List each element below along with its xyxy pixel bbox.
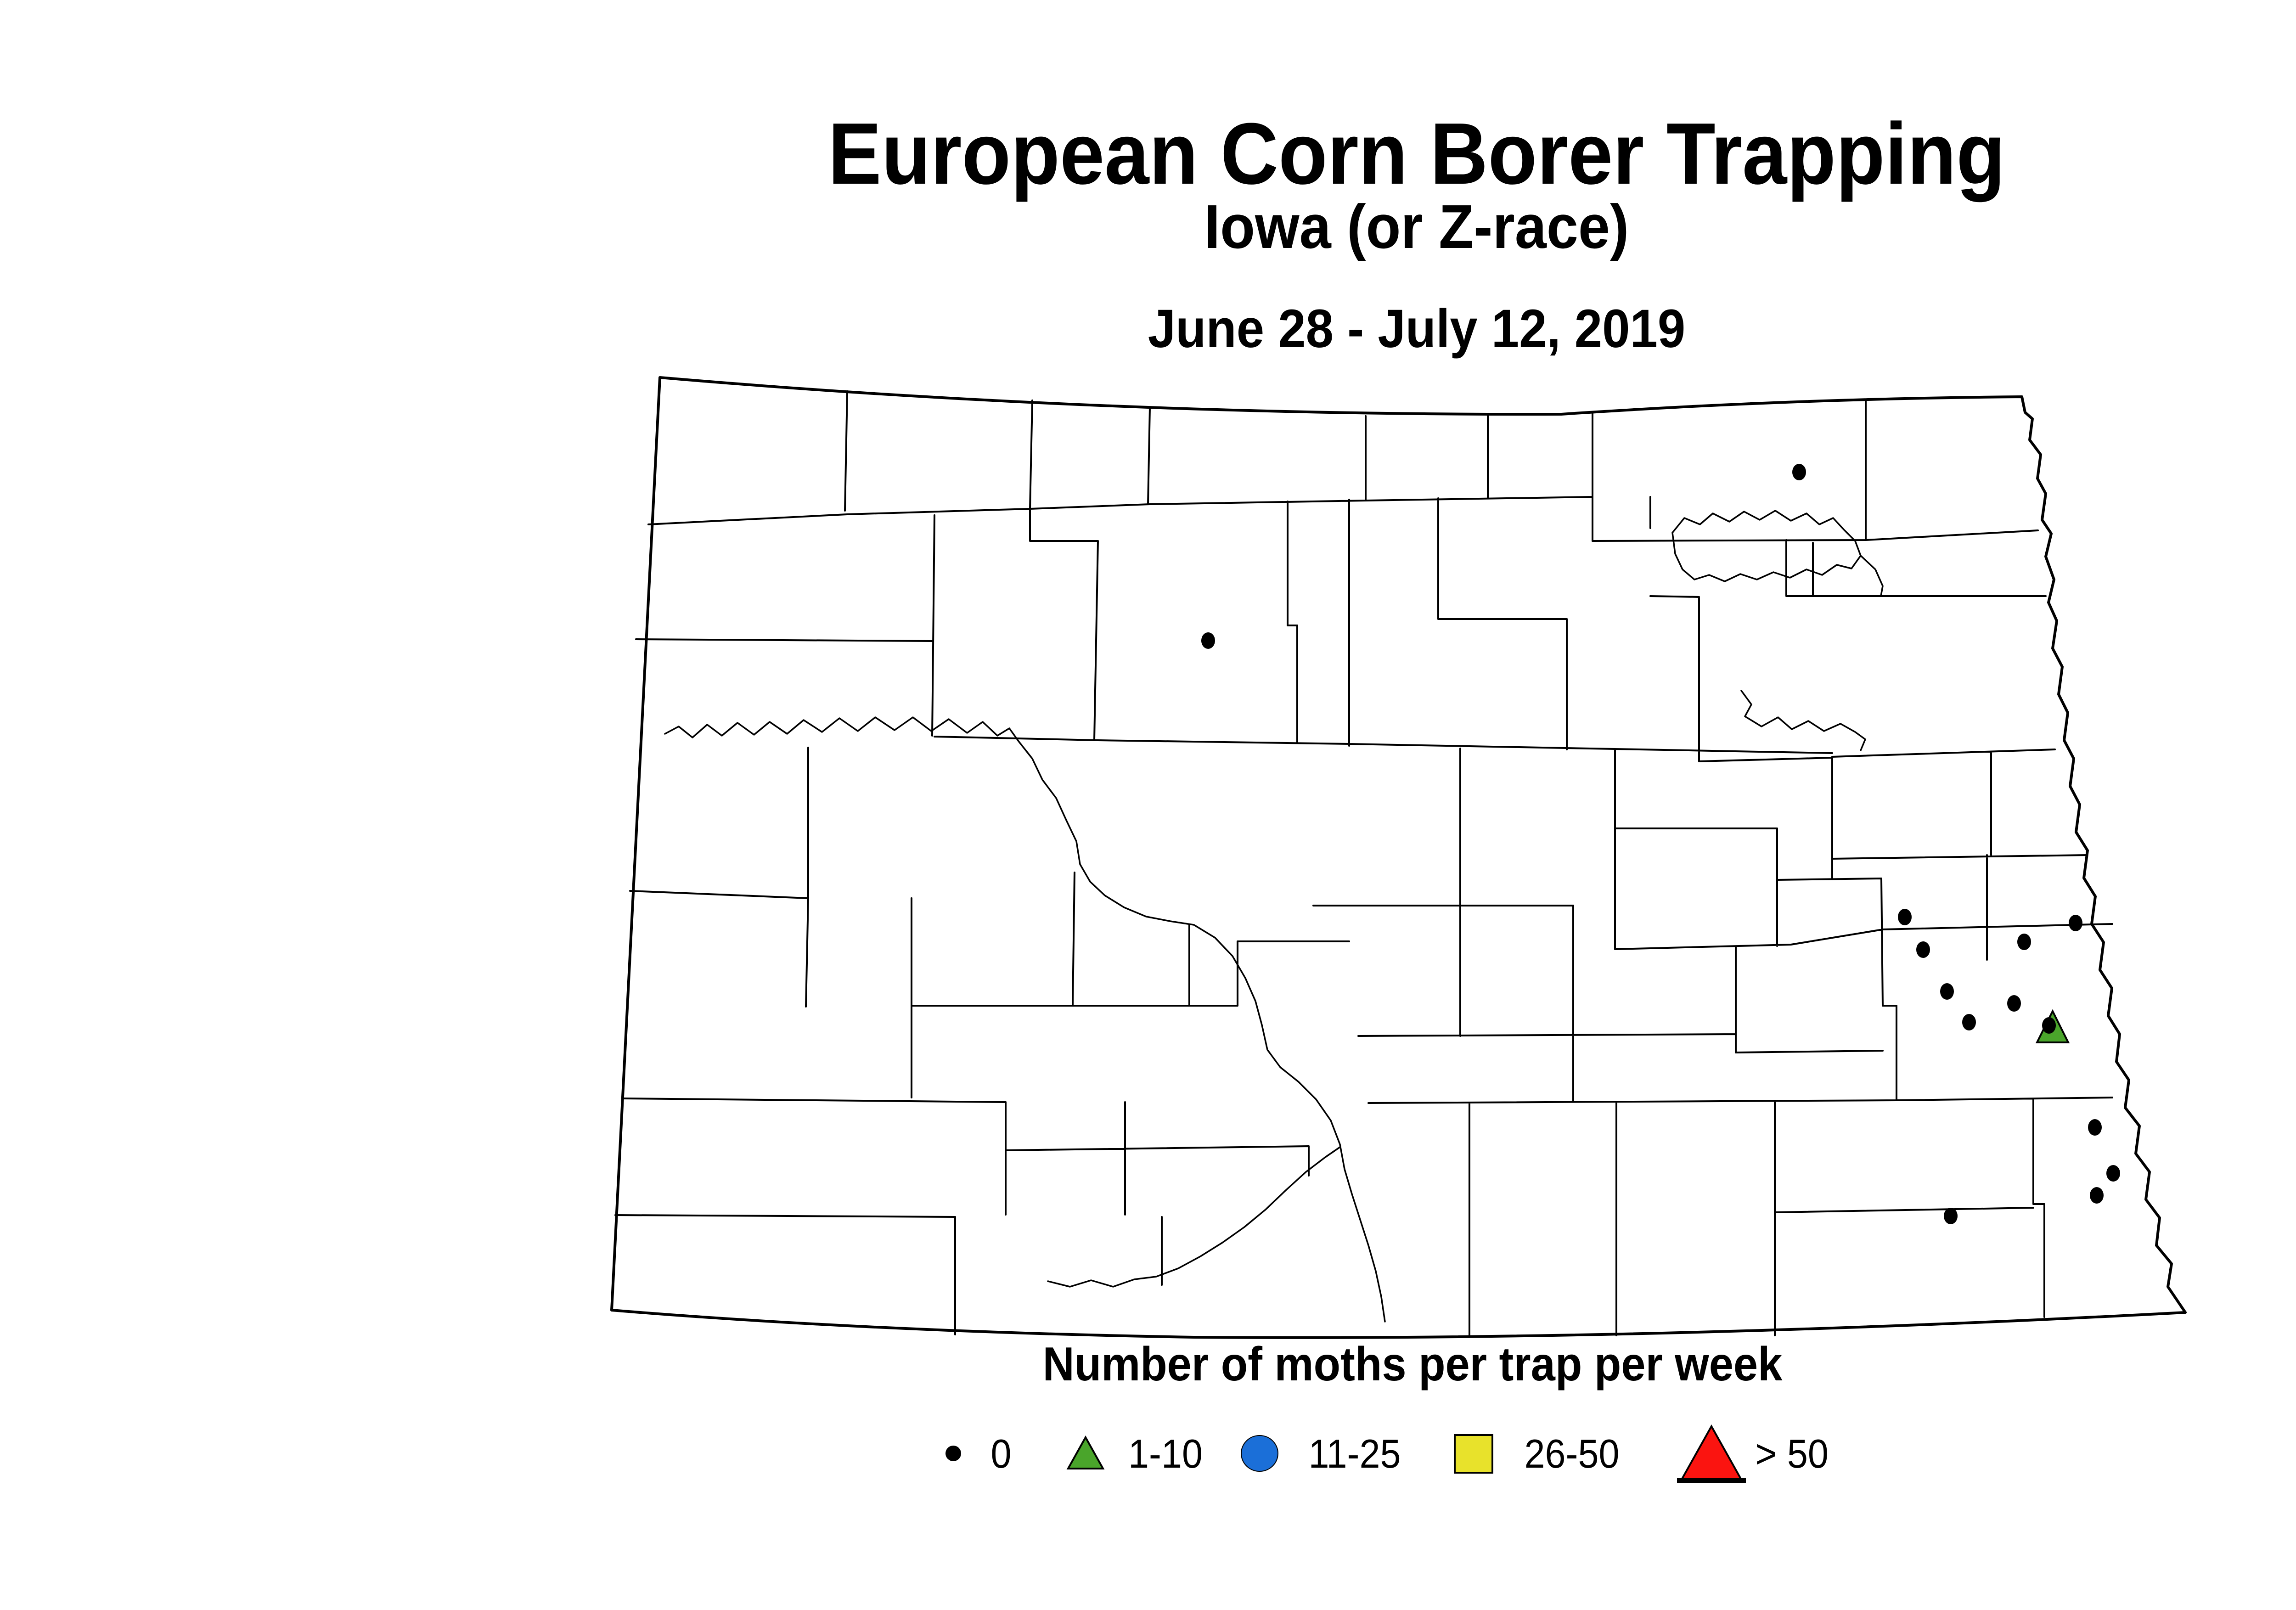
legend-title: Number of moths per trap per week <box>1043 1338 1783 1391</box>
trap-site-dot <box>2090 1187 2104 1204</box>
legend-blue-circle-icon <box>1241 1435 1278 1472</box>
legend-label-2: 11-25 <box>1308 1431 1401 1476</box>
trap-site-dot <box>1940 983 1954 1000</box>
nd-county-map <box>610 376 2187 1339</box>
legend-black-dot-icon <box>945 1446 961 1461</box>
trap-site-dot <box>2017 934 2031 950</box>
river-lines <box>664 510 1884 1323</box>
page-title: European Corn Borer Trapping <box>828 105 2005 202</box>
trap-site-dot <box>2069 915 2082 931</box>
trap-site-dot <box>1792 464 1806 480</box>
trap-site-dot <box>2106 1165 2120 1182</box>
trap-site-dot <box>2007 995 2021 1012</box>
legend-label-3: 26-50 <box>1524 1431 1619 1476</box>
legend-label-0: 0 <box>990 1431 1011 1476</box>
trap-site-dot <box>1962 1014 1976 1030</box>
legend-red-triangle-icon <box>1680 1424 1743 1481</box>
county-boundaries <box>614 390 2113 1336</box>
legend-green-triangle-icon <box>1066 1435 1105 1469</box>
trap-site-dot <box>2088 1119 2102 1136</box>
trap-site-dot <box>1898 909 1912 925</box>
titles: European Corn Borer Trapping Iowa (or Z-… <box>828 105 2005 359</box>
trap-site-dot <box>1916 941 1930 958</box>
trap-site-dot <box>2042 1017 2056 1034</box>
legend-yellow-square-icon <box>1454 1434 1493 1474</box>
page-subtitle: Iowa (or Z-race) <box>1204 192 1629 261</box>
legend-label-4: > 50 <box>1755 1431 1829 1476</box>
legend: Number of moths per trap per week 0 1-10… <box>945 1338 1829 1483</box>
map-points-dots <box>1201 464 2120 1224</box>
trap-site-dot <box>1201 632 1215 649</box>
trap-site-dot <box>1944 1208 1958 1224</box>
legend-label-1: 1-10 <box>1128 1431 1203 1476</box>
date-range: June 28 - July 12, 2019 <box>1148 298 1686 359</box>
state-outline <box>610 376 2187 1339</box>
